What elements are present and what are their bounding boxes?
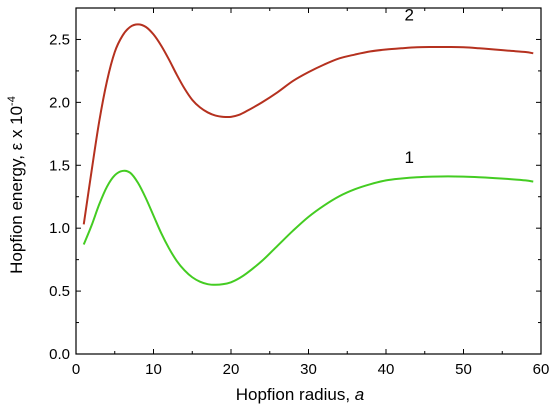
series-line-1 <box>82 169 534 286</box>
series-label-2: 2 <box>405 6 414 25</box>
x-tick-label: 20 <box>223 361 240 378</box>
y-tick-label: 0.5 <box>49 283 70 300</box>
y-axis-title-main: Hopfion energy, ε x 10 <box>7 106 26 274</box>
y-tick-label: 1.0 <box>49 220 70 237</box>
x-tick-label: 30 <box>300 361 317 378</box>
x-tick-label: 10 <box>145 361 162 378</box>
x-tick-label: 0 <box>72 361 80 378</box>
x-tick-label: 60 <box>533 361 550 378</box>
x-axis-title-variable: a <box>355 385 364 404</box>
series-label-1: 1 <box>405 148 414 167</box>
x-axis-title: Hopfion radius, a <box>236 385 365 404</box>
y-axis-title: Hopfion energy, ε x 10-4 <box>6 96 26 274</box>
axes-layer: 0 10 20 30 40 50 60 0.0 0.5 1.0 1.5 2.0 2.5 <box>49 7 550 378</box>
labels-layer: Hopfion radius, a Hopfion energy, ε x 10… <box>6 96 364 404</box>
x-tick-label: 50 <box>455 361 472 378</box>
plot-frame <box>75 7 542 355</box>
y-tick-label: 0.0 <box>49 346 70 363</box>
y-tick-label: 1.5 <box>49 157 70 174</box>
x-tick-label: 40 <box>378 361 395 378</box>
y-tick-label: 2.0 <box>49 94 70 111</box>
y-tick-label: 2.5 <box>49 31 70 48</box>
y-axis-title-exponent: -4 <box>6 96 18 106</box>
series-layer: 21 <box>82 6 534 286</box>
x-axis-title-prefix: Hopfion radius, <box>236 385 355 404</box>
series-line-2 <box>82 23 534 225</box>
